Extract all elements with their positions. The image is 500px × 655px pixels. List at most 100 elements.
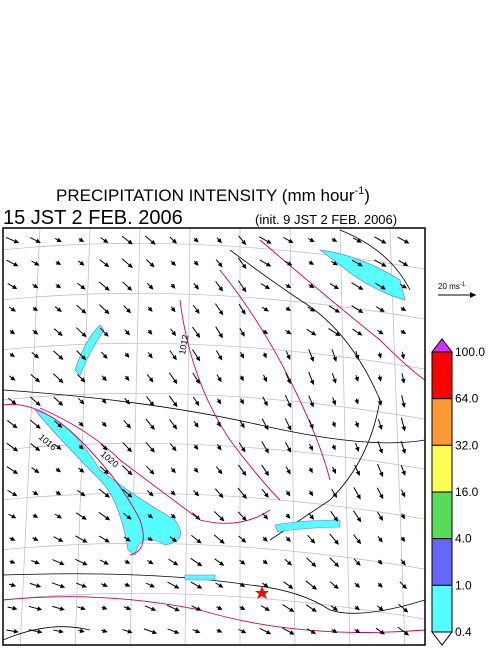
wind-head <box>35 401 41 406</box>
wind-head <box>82 538 88 543</box>
wind-head <box>332 378 337 384</box>
wind-head <box>101 375 107 382</box>
wind-head <box>194 284 199 290</box>
wind-head <box>147 306 153 312</box>
wind-head <box>125 605 132 611</box>
wind-head <box>147 536 154 542</box>
wind-head <box>102 445 108 451</box>
wind-head <box>193 444 199 451</box>
wind-head <box>81 355 87 361</box>
wind-head <box>12 446 19 452</box>
wind-head <box>309 283 315 289</box>
wind-head <box>403 607 409 613</box>
wind-head <box>401 426 406 432</box>
colorbar-label: 1.0 <box>455 578 472 592</box>
wind-head <box>58 378 64 384</box>
wind-head <box>285 536 291 542</box>
wind-head <box>126 514 132 520</box>
wind-head <box>286 283 292 289</box>
wind-head <box>57 331 63 337</box>
colorbar-segment <box>431 444 453 493</box>
wind-head <box>241 287 247 293</box>
wind-head <box>331 422 336 428</box>
wind-head <box>33 353 40 359</box>
wind-head <box>56 445 62 450</box>
wind-head <box>403 630 410 636</box>
wind-head <box>239 399 244 405</box>
wind-head <box>332 260 338 266</box>
reference-arrow <box>438 292 476 298</box>
wind-head <box>285 491 291 497</box>
wind-head <box>309 237 315 243</box>
wind-head <box>127 492 133 498</box>
wind-head <box>80 377 86 383</box>
wind-head <box>241 537 247 543</box>
wind-head <box>102 353 108 359</box>
wind-head <box>287 425 292 431</box>
wind-head <box>194 422 199 428</box>
wind-head <box>285 513 291 519</box>
wind-head <box>170 306 176 313</box>
wind-head <box>354 399 359 405</box>
wind-head <box>378 493 384 500</box>
wind-head <box>10 536 16 541</box>
wind-head <box>287 261 293 266</box>
wind-head <box>400 306 407 312</box>
wind-head <box>104 309 110 315</box>
wind-head <box>197 561 203 567</box>
wind-head <box>12 605 18 611</box>
wind-head <box>174 607 180 612</box>
wind-head <box>35 238 41 243</box>
colorbar-label: 16.0 <box>455 485 479 499</box>
wind-head <box>57 422 63 428</box>
wind-head <box>401 583 407 590</box>
wind-head <box>356 238 362 243</box>
wind-head <box>400 378 406 384</box>
wind-head <box>149 401 155 407</box>
wind-head <box>239 582 246 588</box>
wind-head <box>13 239 20 244</box>
wind-head <box>127 285 133 291</box>
wind-head <box>354 422 359 428</box>
wind-head <box>172 401 178 408</box>
wind-head <box>147 353 153 359</box>
wind-head <box>241 515 247 522</box>
wind-head <box>377 400 383 406</box>
wind-head <box>379 307 385 312</box>
wind-head <box>217 469 223 475</box>
wind-head <box>13 629 19 634</box>
wind-head <box>102 582 108 587</box>
wind-head <box>264 470 270 477</box>
colorbar: 100.0 64.0 32.0 16.0 4.0 1.0 0.4 <box>430 338 485 646</box>
wind-head <box>377 376 383 382</box>
wind-head <box>12 423 18 429</box>
wind-head <box>262 376 268 383</box>
wind-head <box>239 353 245 359</box>
wind-head <box>356 494 361 500</box>
wind-head <box>334 562 340 568</box>
wind-head <box>354 354 360 360</box>
wind-head <box>218 583 224 588</box>
wind-head <box>404 239 410 244</box>
wind-head <box>286 447 292 453</box>
wind-head <box>334 539 339 545</box>
wind-head <box>33 490 39 496</box>
wind-head <box>195 515 201 521</box>
wind-head <box>400 536 406 543</box>
wind-head <box>125 330 131 336</box>
wind-head <box>35 446 41 452</box>
wind-head <box>264 448 269 454</box>
wind-head <box>172 378 178 385</box>
contour-label: 1012 <box>177 334 190 355</box>
wind-head <box>103 331 109 337</box>
wind-head <box>311 330 317 336</box>
wind-head <box>357 331 363 336</box>
wind-head <box>32 306 38 312</box>
wind-head <box>78 444 84 450</box>
wind-head <box>151 629 158 635</box>
wind-head <box>124 352 130 358</box>
wind-head <box>81 332 87 338</box>
wind-head <box>81 515 87 520</box>
wind-head <box>147 329 153 335</box>
wind-head <box>56 307 62 313</box>
